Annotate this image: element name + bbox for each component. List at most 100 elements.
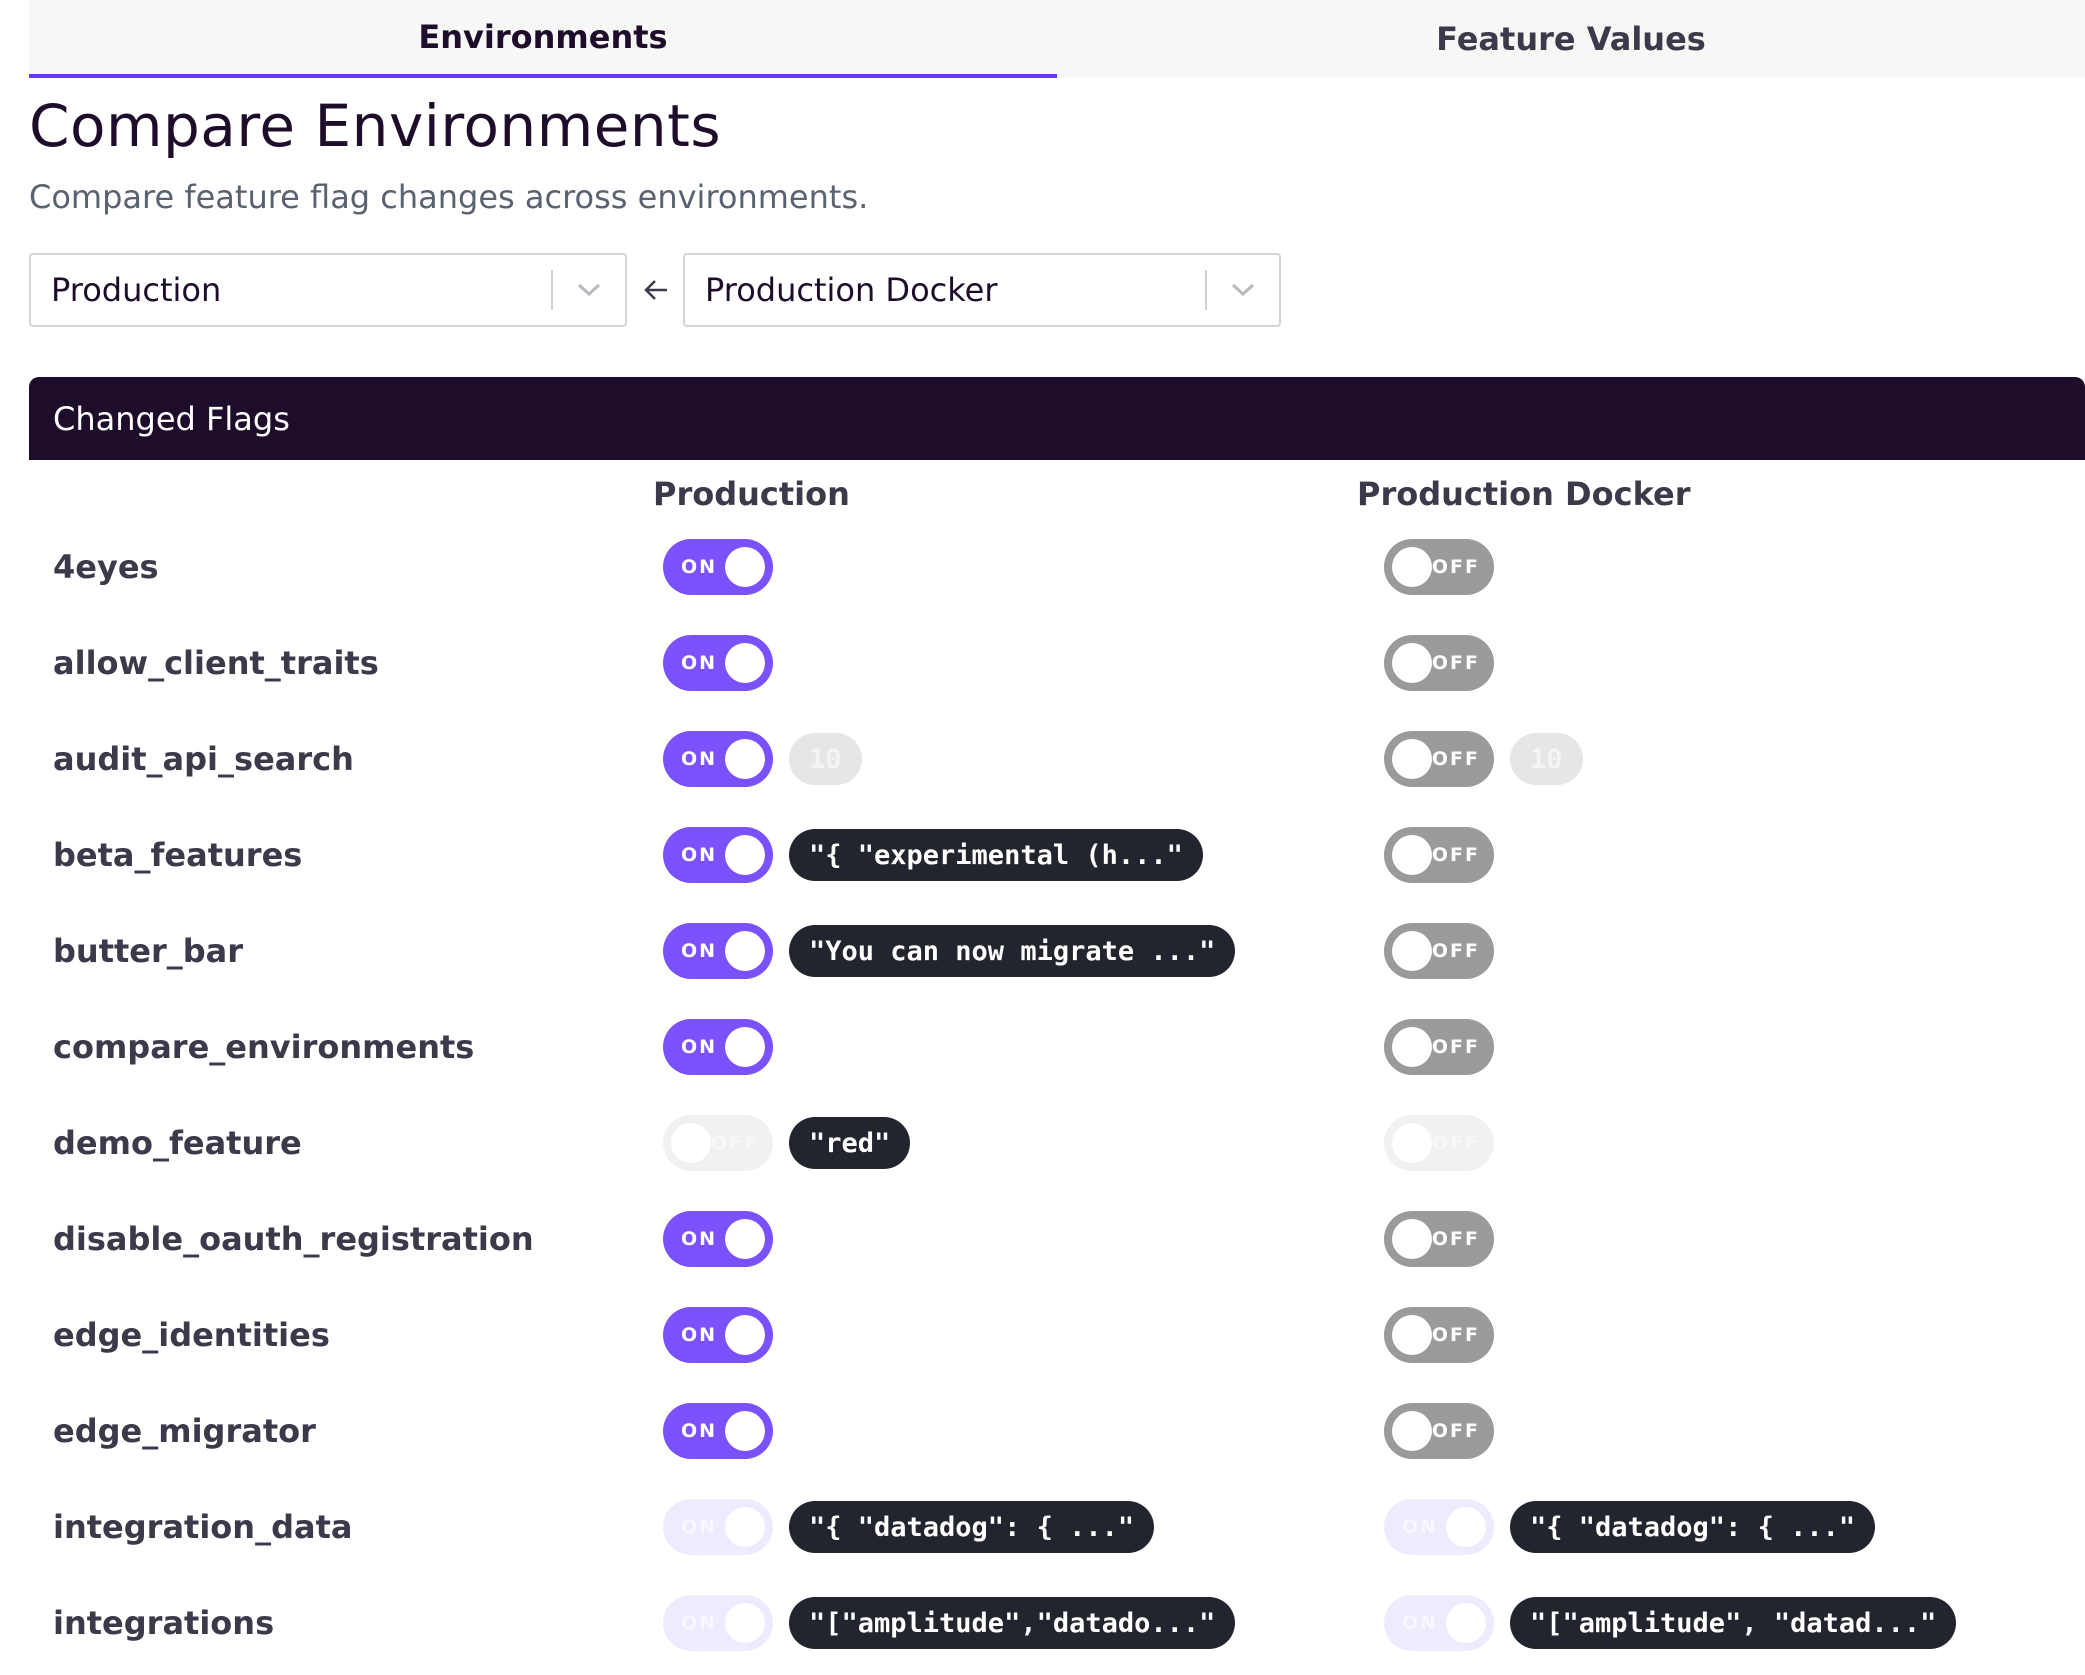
right-toggle[interactable]: OFF [1384, 539, 1494, 595]
left-toggle[interactable]: OFF [663, 1115, 773, 1171]
left-value-cell: OFF "red" [663, 1095, 911, 1191]
toggle-label: ON [681, 1228, 718, 1250]
flag-name: integrations [53, 1604, 275, 1642]
toggle-knob [1392, 547, 1432, 587]
right-value-cell: OFF [1384, 999, 1494, 1095]
toggle-label: OFF [1431, 1036, 1480, 1058]
chevron-down-icon[interactable] [1207, 282, 1279, 298]
right-value-cell: OFF 10 [1384, 711, 1583, 807]
tab-bar: Environments Feature Values [29, 0, 2085, 78]
left-value-cell: ON [663, 999, 773, 1095]
left-toggle[interactable]: ON [663, 1307, 773, 1363]
toggle-label: OFF [710, 1132, 759, 1154]
table-row: edge_migrator ON OFF [29, 1383, 2085, 1479]
left-toggle[interactable]: ON [663, 1403, 773, 1459]
toggle-label: OFF [1431, 940, 1480, 962]
chevron-down-icon[interactable] [553, 282, 625, 298]
right-toggle[interactable]: OFF [1384, 731, 1494, 787]
left-toggle[interactable]: ON [663, 827, 773, 883]
toggle-label: ON [681, 1612, 718, 1634]
toggle-knob [1392, 1123, 1432, 1163]
table-row: demo_feature OFF "red" OFF [29, 1095, 2085, 1191]
toggle-knob [1392, 835, 1432, 875]
toggle-knob [725, 1315, 765, 1355]
toggle-label: ON [681, 940, 718, 962]
left-value-chip: "["amplitude","datado..." [789, 1597, 1236, 1649]
right-toggle[interactable]: ON [1384, 1595, 1494, 1651]
toggle-label: ON [681, 748, 718, 770]
right-value-chip: "{ "datadog": { ..." [1510, 1501, 1876, 1553]
toggle-knob [671, 1123, 711, 1163]
table-row: compare_environments ON OFF [29, 999, 2085, 1095]
right-toggle[interactable]: OFF [1384, 1403, 1494, 1459]
right-toggle[interactable]: ON [1384, 1499, 1494, 1555]
toggle-knob [1392, 1027, 1432, 1067]
toggle-knob [1392, 739, 1432, 779]
left-value-chip: "You can now migrate ..." [789, 925, 1236, 977]
toggle-knob [1392, 1315, 1432, 1355]
right-value-chip: "["amplitude", "datad..." [1510, 1597, 1957, 1649]
toggle-label: ON [681, 1036, 718, 1058]
table-row: integrations ON "["amplitude","datado..." O… [29, 1575, 2085, 1671]
toggle-knob [1392, 931, 1432, 971]
toggle-label: OFF [1431, 1420, 1480, 1442]
changed-flags-card: Changed Flags Production Production Dock… [29, 377, 2085, 1675]
right-value-cell: OFF [1384, 903, 1494, 999]
left-toggle[interactable]: ON [663, 923, 773, 979]
toggle-label: ON [681, 1420, 718, 1442]
toggle-label: OFF [1431, 556, 1480, 578]
flag-name: edge_identities [53, 1316, 330, 1354]
tab-environments[interactable]: Environments [29, 0, 1057, 78]
left-toggle[interactable]: ON [663, 731, 773, 787]
right-value-cell: OFF [1384, 807, 1494, 903]
left-toggle[interactable]: ON [663, 635, 773, 691]
table-row: edge_identities ON OFF [29, 1287, 2085, 1383]
select-separator [1205, 270, 1207, 310]
toggle-knob [1392, 1219, 1432, 1259]
left-value-cell: ON "["amplitude","datado..." [663, 1575, 1236, 1671]
changed-flags-header: Changed Flags [29, 377, 2085, 460]
table-row: 4eyes ON OFF [29, 519, 2085, 615]
left-environment-value: Production [51, 271, 222, 309]
right-value-cell: OFF [1384, 1383, 1494, 1479]
left-value-cell: ON [663, 615, 773, 711]
right-toggle[interactable]: OFF [1384, 923, 1494, 979]
page-subtitle: Compare feature flag changes across envi… [29, 178, 869, 216]
left-environment-select[interactable]: Production [29, 253, 627, 327]
tab-feature-values[interactable]: Feature Values [1436, 20, 1706, 58]
left-value-cell: ON [663, 519, 773, 615]
left-value-cell: ON [663, 1287, 773, 1383]
right-toggle[interactable]: OFF [1384, 827, 1494, 883]
table-row: integration_data ON "{ "datadog": { ..." ON… [29, 1479, 2085, 1575]
right-value-cell: OFF [1384, 1287, 1494, 1383]
select-separator [551, 270, 553, 310]
toggle-label: ON [681, 556, 718, 578]
right-value-cell: OFF [1384, 1095, 1494, 1191]
flag-name: demo_feature [53, 1124, 302, 1162]
changed-flags-title: Changed Flags [53, 399, 290, 438]
toggle-label: OFF [1431, 748, 1480, 770]
right-toggle[interactable]: OFF [1384, 1211, 1494, 1267]
table-row: butter_bar ON "You can now migrate ..." OFF [29, 903, 2085, 999]
right-value-chip: 10 [1510, 733, 1583, 785]
left-toggle[interactable]: ON [663, 1211, 773, 1267]
right-toggle[interactable]: OFF [1384, 1307, 1494, 1363]
flag-name: beta_features [53, 836, 303, 874]
left-toggle[interactable]: ON [663, 1019, 773, 1075]
right-toggle[interactable]: OFF [1384, 1019, 1494, 1075]
toggle-knob [725, 547, 765, 587]
right-value-cell: OFF [1384, 519, 1494, 615]
left-toggle[interactable]: ON [663, 1499, 773, 1555]
right-toggle[interactable]: OFF [1384, 1115, 1494, 1171]
toggle-knob [725, 1507, 765, 1547]
left-toggle[interactable]: ON [663, 1595, 773, 1651]
toggle-label: ON [1402, 1516, 1439, 1538]
left-toggle[interactable]: ON [663, 539, 773, 595]
toggle-label: OFF [1431, 1228, 1480, 1250]
table-row: allow_client_traits ON OFF [29, 615, 2085, 711]
arrow-left-icon [640, 270, 672, 310]
column-header-left: Production [653, 475, 850, 513]
right-environment-select[interactable]: Production Docker [683, 253, 1281, 327]
right-toggle[interactable]: OFF [1384, 635, 1494, 691]
right-value-cell: ON "["amplitude", "datad..." [1384, 1575, 1957, 1671]
